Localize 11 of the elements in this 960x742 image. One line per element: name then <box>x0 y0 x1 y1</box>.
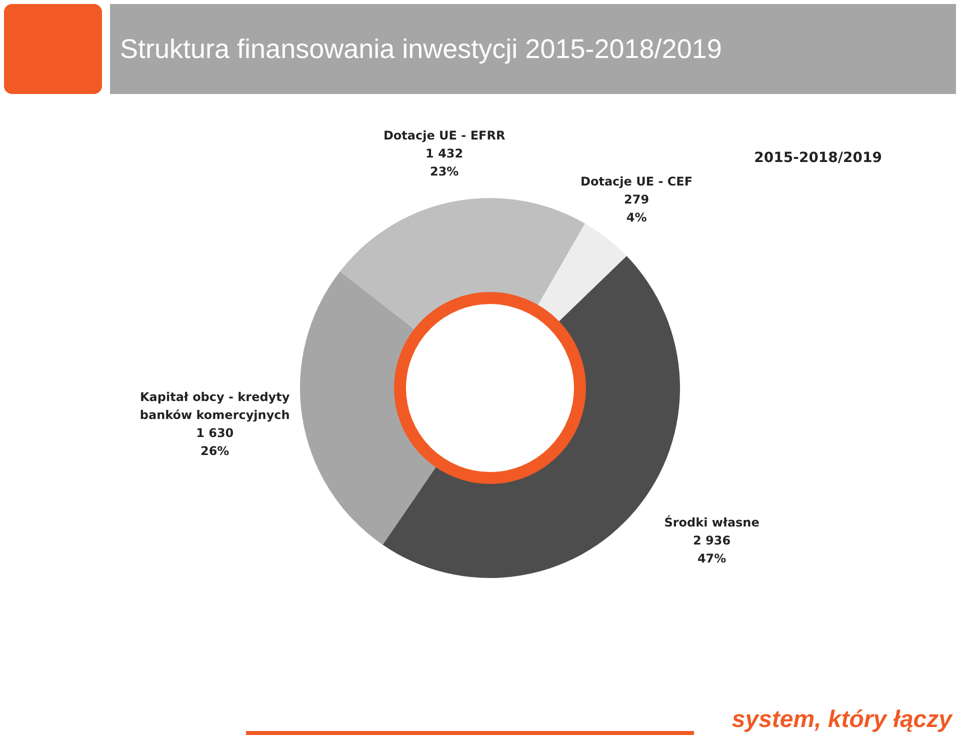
slice-label: Kapitał obcy - kredyty banków komercyjnych <box>140 390 290 422</box>
slice-label: Dotacje UE - CEF <box>580 174 693 189</box>
text: 2015-2018/2019 <box>754 150 882 166</box>
slice-label: Dotacje UE - EFRR <box>383 128 506 143</box>
data-label: 279 4% <box>624 192 650 225</box>
slice-label: Środki własne <box>664 514 760 530</box>
data-label: 1 432 23% <box>426 146 464 179</box>
data-label: 1 630 26% <box>196 426 234 458</box>
data-label: 2 936 47% <box>693 534 731 566</box>
text: system, który łączy <box>732 706 952 734</box>
chart-title: Struktura finansowania inwestycji 2015-2018/2019 <box>119 34 722 64</box>
